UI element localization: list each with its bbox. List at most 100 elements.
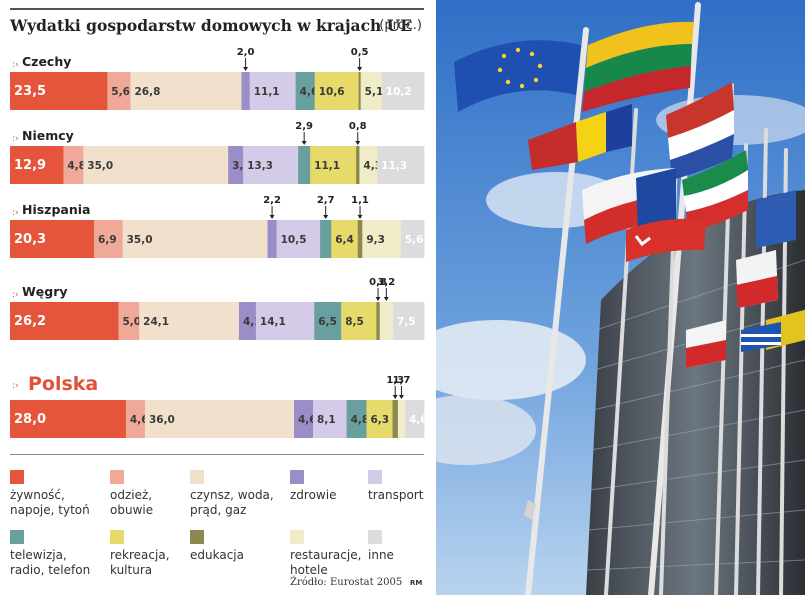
value-label: 4,8 [351,414,370,426]
value-label: 5,6 [111,86,130,98]
legend-label: inne [368,548,394,562]
bar-segment [313,400,347,438]
value-label: 2,0 [237,47,255,58]
legend-item-odziez: odzież, obuwie [110,470,210,518]
legend-swatch [368,470,382,484]
value-label: 5,1 [365,86,384,98]
value-label: 0,8 [349,121,367,132]
bar-segment [400,220,425,258]
bar-segment [392,400,399,438]
bar-segment [356,146,360,184]
legend-label: czynsz, woda, prąd, gaz [190,488,274,517]
legend-item-restauracje: restauracje, hotele [290,530,390,578]
bar-segment [381,72,425,110]
value-label: 26,8 [134,86,160,98]
legend-swatch [110,470,124,484]
bar-segment [267,220,278,258]
bar-segment [341,302,377,340]
legend-item-telewizja: telewizja, radio, telefon [10,530,110,578]
country-label: Niemcy [22,128,74,143]
bar-segment [130,72,242,110]
value-label: 26,2 [14,314,46,329]
bar-segment [10,72,108,110]
country-label: Hiszpania [22,202,90,217]
country-label: Czechy [22,54,71,69]
value-label: 6,3 [370,414,389,426]
legend-label: restauracje, hotele [290,548,362,577]
bar-segment [228,146,244,184]
bar-segment [10,302,119,340]
row-marker-icon: :› [12,290,19,300]
bar-segment [397,400,406,438]
author-initials: RM [410,579,423,587]
bar-segment [366,400,393,438]
value-label: 28,0 [14,412,46,427]
value-label: 6,5 [318,316,337,328]
value-label: 3,2 [377,277,395,288]
callout-arrow [392,395,398,399]
value-label: 5,0 [122,316,141,328]
bar-segment [255,302,315,340]
value-label: 4,6 [409,414,428,426]
value-label: 2,7 [317,195,335,206]
legend-item-czynsz: czynsz, woda, prąd, gaz [190,470,290,518]
value-label: 23,5 [14,84,46,99]
bar-segment [359,146,378,184]
bar-segment [362,220,402,258]
bar-segment [314,302,342,340]
top-rule [10,8,424,10]
value-label: 1,1 [351,195,369,206]
bar-segment [331,220,359,258]
legend-item-zdrowie: zdrowie [290,470,390,503]
bar-segment [314,72,359,110]
value-label: 8,1 [317,414,336,426]
legend-swatch [10,530,24,544]
legend-label: transport [368,488,424,502]
stacked-bar-chart: Czechy:›23,5 5,6 26,82,011,1 4,6 10,60,55,1 1… [10,47,428,438]
bar-segment [83,146,229,184]
legend-item-zywnosc: żywność, napoje, tytoń [10,470,110,518]
legend-label: żywność, napoje, tytoń [10,488,90,517]
bar-segment [238,302,257,340]
source-note: Źródło: Eurostat 2005 [290,577,403,588]
chart-title: Wydatki gospodarstw domowych w krajach U… [10,16,413,35]
legend-label: odzież, obuwie [110,488,154,517]
legend-swatch [110,530,124,544]
legend-divider [10,454,424,455]
row-marker-icon: :› [12,60,19,70]
value-label: 4,8 [67,160,86,172]
bar-segment [241,72,251,110]
value-label: 11,1 [314,160,340,172]
legend-item-edukacja: edukacja [190,530,290,563]
value-label: 8,5 [345,316,364,328]
value-label: 0,8 [369,277,387,288]
value-label: 14,1 [260,316,286,328]
flags-illustration [396,0,805,598]
value-label: 9,3 [366,234,385,246]
bar-segment [125,400,146,438]
unit-label: (proc.) [379,18,422,33]
value-label: 12,9 [14,158,46,173]
country-label: Polska [28,373,98,395]
value-label: 5,6 [405,234,424,246]
value-label: 0,5 [351,47,369,58]
callout-arrow [398,395,404,399]
value-label: 10,6 [319,86,345,98]
value-label: 20,3 [14,232,46,247]
value-label: 6,4 [335,234,354,246]
value-label: 1,3 [386,375,404,386]
bar-segment [346,400,367,438]
callout-arrow [357,67,363,71]
country-label: Węgry [22,284,68,299]
chart-panel: Wydatki gospodarstw domowych w krajach U… [10,8,428,588]
callout-arrow [243,67,249,71]
callout-arrow [301,141,307,145]
row-marker-icon: :› [12,134,19,144]
bar-segment [139,302,240,340]
bar-segment [379,302,394,340]
bar-segment [10,400,127,438]
value-label: 6,9 [98,234,117,246]
legend-item-inne: inne [368,530,468,563]
bar-segment [320,220,332,258]
legend-swatch [290,470,304,484]
